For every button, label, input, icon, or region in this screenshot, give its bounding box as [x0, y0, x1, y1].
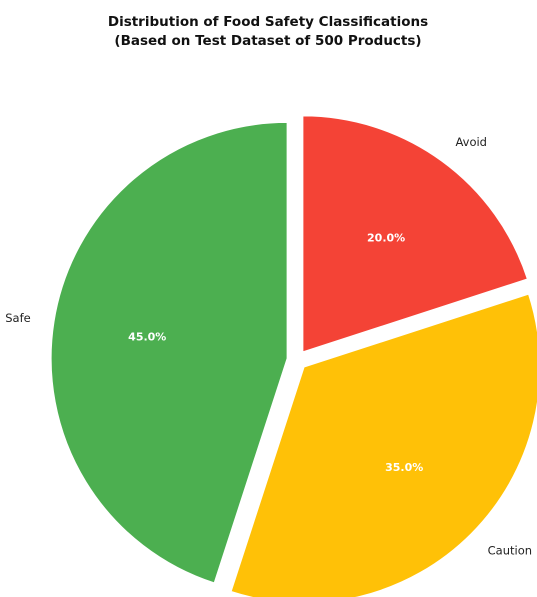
pie-slices	[50, 115, 537, 597]
pie-labels: 45.0% Safe 35.0% Caution 20.0% Avoid	[5, 135, 532, 558]
slice-category-label-safe: Safe	[5, 311, 30, 325]
pie-slice-caution	[230, 293, 537, 597]
pie-slice-avoid	[302, 115, 528, 353]
slice-category-label-caution: Caution	[488, 544, 532, 558]
slice-percent-label-caution: 35.0%	[385, 461, 423, 474]
slice-percent-label-avoid: 20.0%	[367, 231, 405, 244]
pie-slice-safe	[50, 121, 288, 584]
chart-subtitle: (Based on Test Dataset of 500 Products)	[114, 33, 421, 49]
chart-title: Distribution of Food Safety Classificati…	[108, 14, 428, 30]
slice-percent-label-safe: 45.0%	[128, 330, 166, 343]
slice-category-label-avoid: Avoid	[455, 135, 487, 149]
